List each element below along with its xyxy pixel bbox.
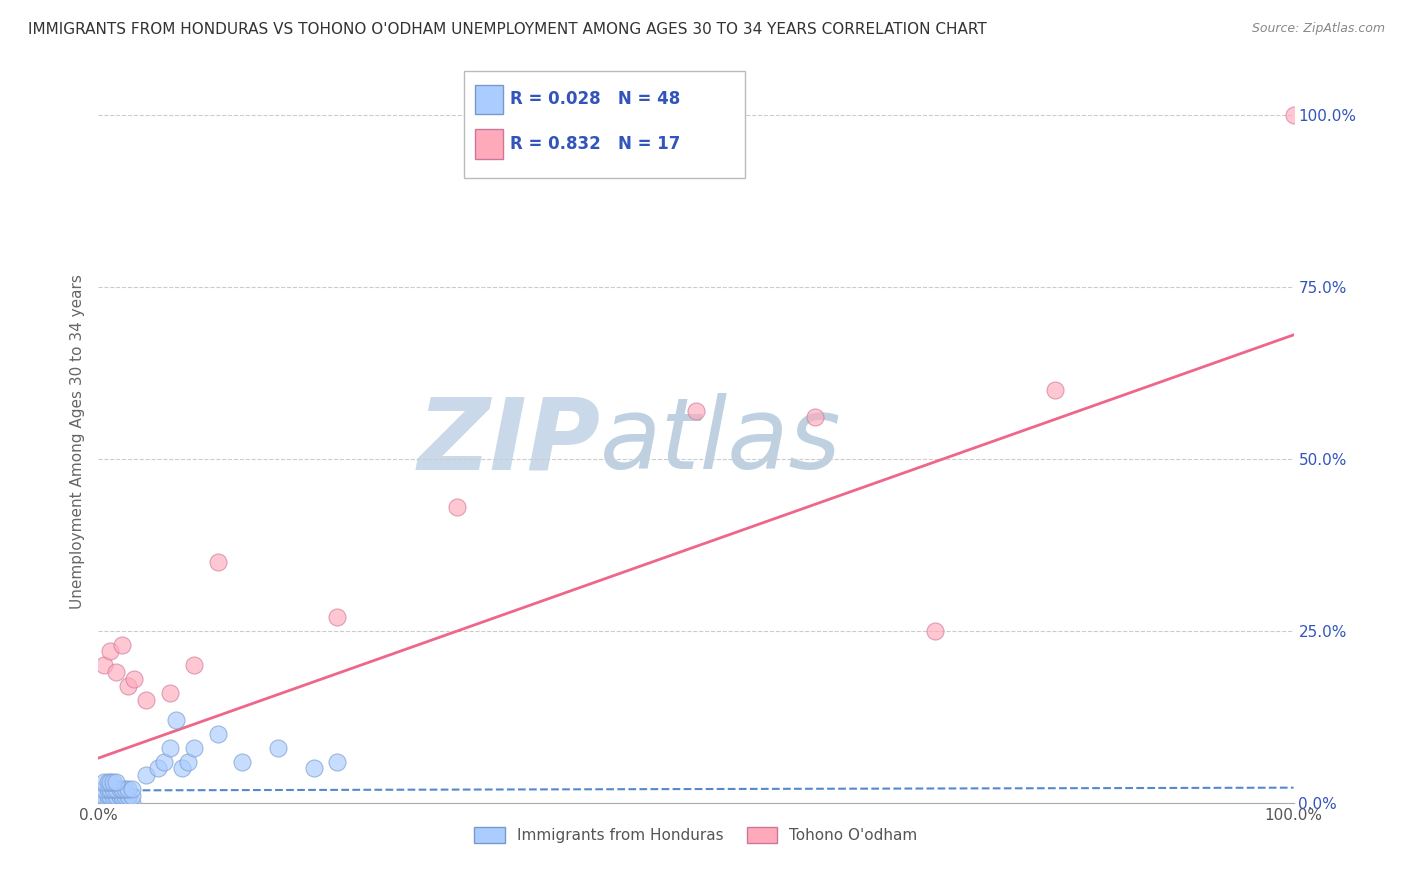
Point xyxy=(117,782,139,797)
Point xyxy=(98,796,122,810)
Point xyxy=(1282,108,1305,122)
Text: IMMIGRANTS FROM HONDURAS VS TOHONO O'ODHAM UNEMPLOYMENT AMONG AGES 30 TO 34 YEAR: IMMIGRANTS FROM HONDURAS VS TOHONO O'ODH… xyxy=(28,22,987,37)
Point xyxy=(135,692,157,706)
Point xyxy=(98,775,122,789)
Point xyxy=(101,789,124,803)
Point xyxy=(105,665,128,679)
Point xyxy=(685,403,707,417)
Point xyxy=(101,782,124,797)
Point xyxy=(105,789,128,803)
Point xyxy=(111,789,134,803)
Point xyxy=(231,755,253,769)
Point xyxy=(97,796,120,810)
Point xyxy=(302,761,325,775)
Point xyxy=(101,796,124,810)
Point xyxy=(207,727,229,741)
Point xyxy=(804,410,827,425)
Point xyxy=(148,761,170,775)
Point xyxy=(93,658,115,673)
Point xyxy=(446,500,468,514)
Point xyxy=(117,679,139,693)
Text: R = 0.832   N = 17: R = 0.832 N = 17 xyxy=(510,135,681,153)
Point xyxy=(93,796,115,810)
Point xyxy=(98,644,122,658)
Point xyxy=(97,782,120,797)
Point xyxy=(101,775,124,789)
Point xyxy=(97,789,120,803)
Point xyxy=(159,686,181,700)
Point xyxy=(121,789,143,803)
Point xyxy=(159,740,181,755)
Point xyxy=(326,610,349,624)
Point xyxy=(98,782,122,797)
Point xyxy=(121,782,143,797)
Point xyxy=(165,713,187,727)
Point xyxy=(114,782,136,797)
Point xyxy=(183,740,205,755)
Point xyxy=(183,658,205,673)
Point xyxy=(326,755,349,769)
Point xyxy=(135,768,157,782)
Point xyxy=(111,638,134,652)
Point xyxy=(153,755,176,769)
Point xyxy=(924,624,946,638)
Point xyxy=(117,789,139,803)
Point xyxy=(93,782,115,797)
Legend: Immigrants from Honduras, Tohono O'odham: Immigrants from Honduras, Tohono O'odham xyxy=(468,822,924,849)
Point xyxy=(93,775,115,789)
Point xyxy=(98,789,122,803)
Point xyxy=(111,782,134,797)
Point xyxy=(105,782,128,797)
Point xyxy=(108,789,131,803)
Point xyxy=(117,796,139,810)
Point xyxy=(105,796,128,810)
Point xyxy=(97,775,120,789)
Point xyxy=(108,796,131,810)
Point xyxy=(172,761,194,775)
Y-axis label: Unemployment Among Ages 30 to 34 years: Unemployment Among Ages 30 to 34 years xyxy=(69,274,84,609)
Text: atlas: atlas xyxy=(600,393,842,490)
Point xyxy=(124,672,146,686)
Point xyxy=(108,782,131,797)
Point xyxy=(93,789,115,803)
Text: ZIP: ZIP xyxy=(418,393,600,490)
Point xyxy=(105,775,128,789)
Point xyxy=(1043,383,1066,397)
Point xyxy=(207,555,229,569)
Point xyxy=(177,755,200,769)
Point xyxy=(114,796,136,810)
Point xyxy=(114,789,136,803)
Point xyxy=(111,796,134,810)
Point xyxy=(121,796,143,810)
Point xyxy=(267,740,290,755)
Text: R = 0.028   N = 48: R = 0.028 N = 48 xyxy=(510,90,681,108)
Text: Source: ZipAtlas.com: Source: ZipAtlas.com xyxy=(1251,22,1385,36)
